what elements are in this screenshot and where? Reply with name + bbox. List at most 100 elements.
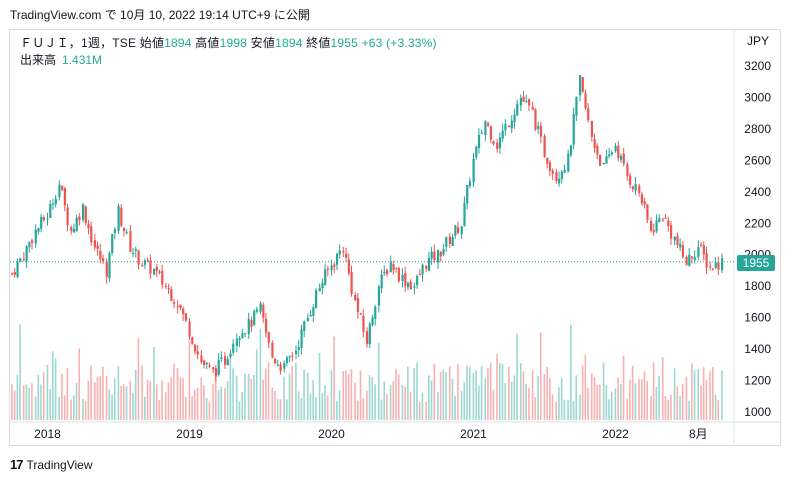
volume-bar — [413, 367, 416, 420]
volume-bar — [472, 372, 475, 420]
legend-volume-label: 出来高 — [20, 53, 57, 67]
candle-body — [226, 359, 229, 366]
candle-body — [70, 227, 73, 232]
candle-body — [418, 273, 421, 275]
volume-bar — [295, 362, 297, 420]
volume-bar — [291, 365, 294, 420]
chart-frame[interactable] — [9, 29, 781, 446]
candle-body — [58, 184, 61, 198]
candles — [11, 75, 724, 382]
price-tick-label: 1800 — [744, 279, 771, 293]
candle-body — [93, 240, 97, 248]
volume-bar — [380, 399, 383, 420]
candle-body — [433, 251, 436, 261]
candle-body — [397, 267, 401, 282]
candle-body — [330, 265, 333, 271]
price-tick-label: 1200 — [744, 374, 771, 388]
candle-body — [143, 260, 147, 265]
candle-body — [117, 206, 120, 231]
volume-bar — [96, 376, 99, 420]
candle-body — [309, 314, 312, 317]
candle-body — [386, 270, 389, 275]
volume-bar — [244, 373, 246, 420]
candle-body — [685, 256, 688, 266]
candle-body — [205, 363, 208, 365]
volume-bar — [350, 369, 353, 420]
volume-bar — [392, 381, 395, 420]
candle-body — [191, 337, 194, 344]
candle-body — [537, 125, 540, 129]
candle-body — [318, 287, 321, 292]
volume-bar — [238, 401, 241, 420]
volume-bar — [203, 385, 205, 420]
candle-body — [247, 319, 250, 335]
volume-bar — [676, 386, 679, 420]
candle-body — [501, 130, 504, 139]
volume-bar — [688, 400, 690, 420]
volume-bar — [179, 377, 182, 420]
candle-body — [224, 356, 227, 365]
candle-body — [690, 256, 694, 259]
volume-bar — [356, 400, 359, 420]
candle-body — [487, 123, 490, 126]
candle-body — [214, 368, 218, 377]
candle-body — [63, 188, 66, 206]
volume-bar — [208, 401, 211, 420]
legend-low-label: 安値 — [250, 36, 276, 50]
price-tick-label: 2400 — [744, 185, 771, 199]
candle-body — [208, 365, 211, 367]
volume-bar — [658, 376, 660, 420]
candle-body — [200, 355, 203, 363]
volume-bar — [596, 385, 598, 420]
volume-bar — [78, 348, 81, 420]
candle-body — [406, 282, 410, 288]
volume-bar — [709, 371, 711, 420]
candle-body — [306, 318, 310, 322]
volume-bar — [146, 379, 149, 420]
candle-body — [61, 185, 64, 191]
volume-bar — [555, 401, 558, 420]
volume-bar — [501, 364, 504, 420]
volume-bar — [407, 366, 409, 420]
time-tick-label: 2021 — [460, 427, 487, 441]
volume-bar — [409, 391, 412, 420]
candle-body — [253, 311, 256, 325]
volume-bar — [468, 366, 471, 420]
candle-body — [640, 194, 644, 204]
volume-bar — [309, 393, 312, 420]
candle-body — [326, 268, 330, 270]
legend-change: +63 (+3.33%) — [361, 36, 437, 50]
volume-bar — [149, 380, 152, 420]
candle-body — [445, 236, 448, 247]
candle-body — [404, 272, 407, 286]
candle-body — [413, 286, 416, 288]
volume-bar — [52, 351, 54, 420]
volume-bar — [377, 342, 380, 420]
volume-bar — [315, 397, 317, 420]
volume-bars — [11, 324, 723, 420]
candle-body — [437, 249, 440, 263]
volume-bar — [563, 399, 566, 420]
candle-body — [468, 181, 472, 187]
footer-brand[interactable]: 17 TradingView — [10, 457, 93, 472]
volume-bar — [262, 379, 264, 420]
legend-ohlc: ＦＵＪＩ，1週，TSE 始値1894 高値1998 安値1894 終値1955 … — [20, 34, 437, 51]
candle-body — [125, 232, 128, 234]
volume-bar — [460, 391, 463, 420]
volume-bar — [321, 393, 324, 420]
volume-bar — [105, 375, 108, 420]
volume-bar — [312, 379, 314, 420]
candle-body — [593, 139, 596, 149]
candle-body — [439, 252, 442, 257]
volume-bar — [433, 363, 436, 420]
volume-bar — [61, 373, 63, 420]
volume-bar — [634, 383, 637, 420]
legend-high-label: 高値 — [195, 36, 220, 50]
candle-body — [608, 154, 611, 157]
volume-bar — [164, 392, 167, 420]
volume-bar — [448, 366, 451, 420]
volume-bar — [250, 378, 253, 420]
candle-body — [40, 216, 43, 229]
candle-body — [31, 240, 34, 243]
